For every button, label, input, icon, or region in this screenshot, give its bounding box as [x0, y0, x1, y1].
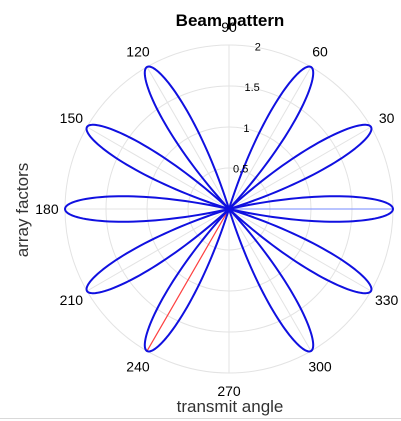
radial-tick-label-2: 1.5 [244, 82, 259, 94]
tick-labels: 03060901201501802102402703003300.511.52 [35, 19, 399, 399]
angle-spoke-210 [86, 208, 230, 292]
chart-title: Beam pattern [176, 11, 285, 30]
angle-spoke-300 [228, 208, 312, 352]
reference-line-240 [146, 208, 230, 352]
pattern-lobe-30 [228, 123, 373, 210]
angle-tick-label-330: 330 [375, 292, 399, 308]
pattern-lobe-300 [228, 208, 315, 353]
angle-spoke-120 [146, 66, 230, 210]
angle-tick-label-210: 210 [60, 292, 84, 308]
angle-tick-label-120: 120 [126, 43, 150, 59]
angle-tick-label-300: 300 [308, 359, 332, 375]
polar-grid [64, 44, 394, 374]
pattern-lobe-180 [64, 195, 230, 223]
reference-lines [146, 208, 393, 352]
pattern-lobe-0 [228, 195, 394, 223]
pattern-lobe-240 [143, 208, 230, 353]
angle-tick-label-90: 90 [221, 19, 237, 35]
bottom-divider [0, 418, 401, 419]
pattern-lobe-60 [228, 65, 315, 210]
pattern-lobe-210 [85, 208, 230, 295]
pattern-series [64, 65, 394, 353]
angle-tick-label-180: 180 [35, 201, 59, 217]
pattern-lobe-330 [228, 208, 373, 295]
angle-tick-label-150: 150 [60, 110, 84, 126]
pattern-lobe-120 [143, 65, 230, 210]
radial-tick-label-3: 2 [255, 42, 261, 54]
angle-tick-label-30: 30 [379, 110, 395, 126]
angle-tick-label-240: 240 [126, 359, 150, 375]
angle-spoke-150 [86, 126, 230, 210]
x-axis-label: transmit angle [177, 397, 284, 416]
radial-tick-label-0: 0.5 [233, 163, 248, 175]
angle-spoke-30 [228, 126, 372, 210]
angle-spoke-60 [228, 66, 312, 210]
radial-tick-label-1: 1 [243, 123, 249, 135]
angle-tick-label-60: 60 [312, 43, 328, 59]
angle-tick-label-270: 270 [217, 383, 241, 399]
y-axis-label: array factors [13, 163, 32, 257]
pattern-lobe-150 [85, 123, 230, 210]
angle-spoke-330 [228, 208, 372, 292]
